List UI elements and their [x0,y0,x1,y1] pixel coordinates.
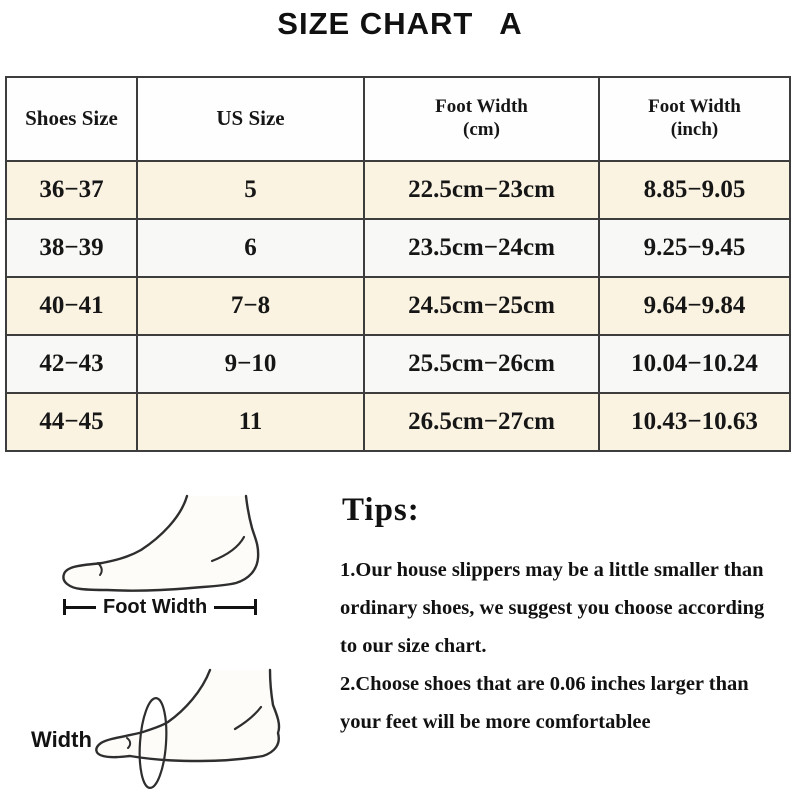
tips-heading: Tips: [342,492,420,528]
cell-foot-width-inch: 10.43−10.63 [598,392,791,452]
cell-shoes-size: 44−45 [5,392,138,452]
tips-line: ordinary shoes, we suggest you choose ac… [340,597,765,619]
header-us-size: US Size [136,76,365,162]
cell-foot-width-cm: 26.5cm−27cm [363,392,600,452]
cell-us-size: 5 [136,160,365,220]
page-title: SIZE CHART A [0,6,800,42]
cell-shoes-size: 38−39 [5,218,138,278]
size-table: Shoes Size US Size Foot Width (cm) Foot … [5,76,791,452]
cell-foot-width-inch: 9.64−9.84 [598,276,791,336]
header-foot-width-inch: Foot Width (inch) [598,76,791,162]
foot-girth-illustration [95,668,281,789]
measure-line-right [214,605,254,609]
cell-us-size: 11 [136,392,365,452]
table-row: 40−41 7−8 24.5cm−25cm 9.64−9.84 [5,276,791,336]
header-foot-width-cm: Foot Width (cm) [363,76,600,162]
measure-tick-right [254,599,257,615]
tips-line: your feet will be more comfortablee [340,711,651,733]
measure-tick-left [63,599,66,615]
table-row: 36−37 5 22.5cm−23cm 8.85−9.05 [5,160,791,220]
cell-foot-width-cm: 24.5cm−25cm [363,276,600,336]
cell-foot-width-cm: 23.5cm−24cm [363,218,600,278]
tips-text: 1.Our house slippers may be a little sma… [340,551,792,741]
width-label: Width [31,727,92,752]
cell-us-size: 7−8 [136,276,365,336]
foot-width-label: Foot Width [103,595,208,618]
cell-foot-width-cm: 25.5cm−26cm [363,334,600,394]
tips-line: to our size chart. [340,635,487,657]
cell-us-size: 9−10 [136,334,365,394]
cell-foot-width-inch: 8.85−9.05 [598,160,791,220]
tips-line: 2.Choose shoes that are 0.06 inches larg… [340,673,749,695]
cell-us-size: 6 [136,218,365,278]
table-row: 42−43 9−10 25.5cm−26cm 10.04−10.24 [5,334,791,394]
header-shoes-size: Shoes Size [5,76,138,162]
cell-foot-width-cm: 22.5cm−23cm [363,160,600,220]
page-title-suffix: A [499,6,523,41]
page-title-main: SIZE CHART [277,6,474,41]
foot-side-view-illustration [62,494,260,592]
cell-shoes-size: 36−37 [5,160,138,220]
table-header-row: Shoes Size US Size Foot Width (cm) Foot … [5,76,791,162]
cell-foot-width-inch: 10.04−10.24 [598,334,791,394]
cell-shoes-size: 40−41 [5,276,138,336]
width-measure-ellipse [138,697,168,789]
table-row: 38−39 6 23.5cm−24cm 9.25−9.45 [5,218,791,278]
table-row: 44−45 11 26.5cm−27cm 10.43−10.63 [5,392,791,452]
cell-shoes-size: 42−43 [5,334,138,394]
measure-line-left [66,605,96,609]
foot-width-measure-line: Foot Width [63,596,257,618]
tips-line: 1.Our house slippers may be a little sma… [340,559,764,581]
cell-foot-width-inch: 9.25−9.45 [598,218,791,278]
